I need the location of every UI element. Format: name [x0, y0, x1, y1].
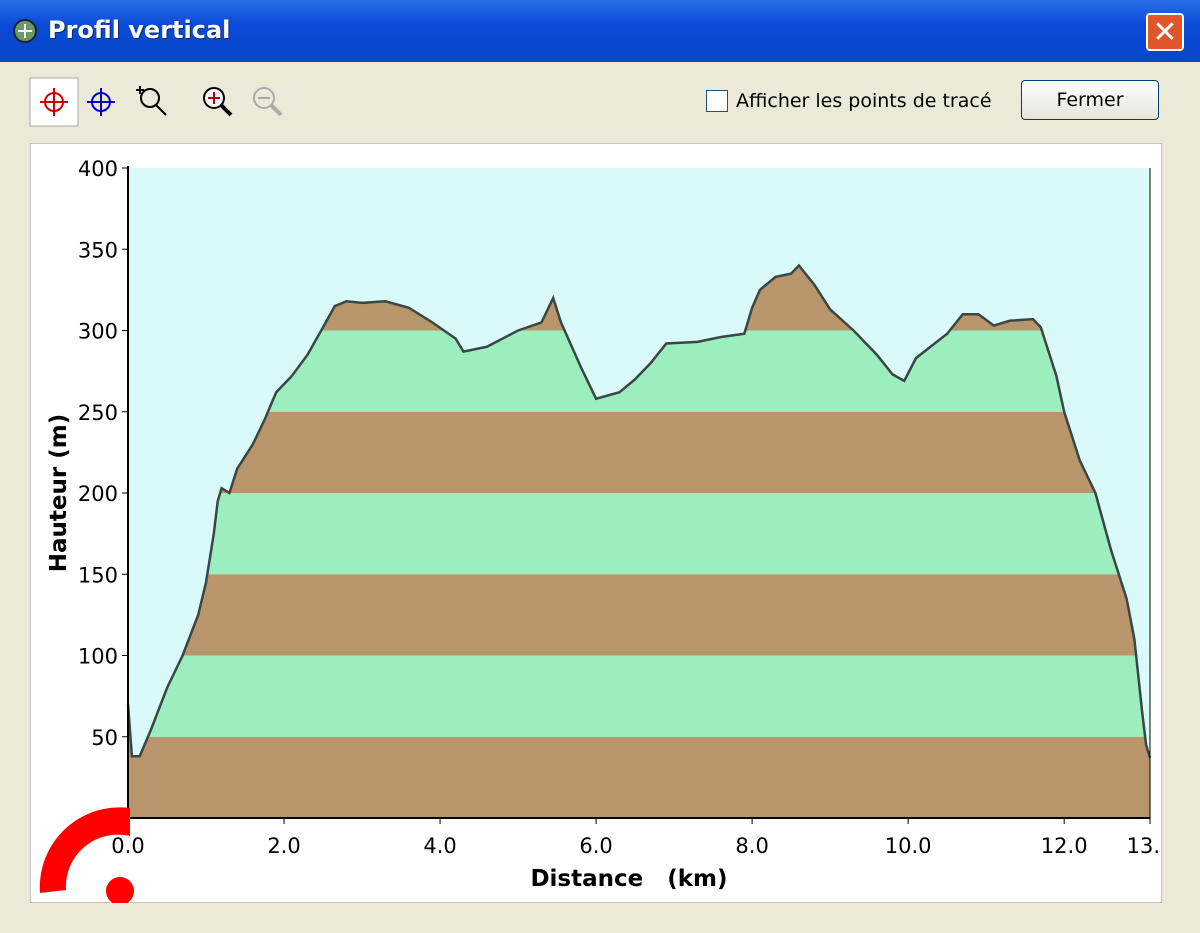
y-tick-label: 350 [78, 238, 118, 262]
tool-zoom-box[interactable] [136, 86, 167, 116]
title-bar: Profil vertical ✕ [0, 0, 1200, 62]
app-icon [13, 19, 37, 43]
y-tick-label: 50 [91, 726, 118, 750]
window-title: Profil vertical [48, 16, 231, 44]
terrain-band [128, 493, 1150, 575]
y-axis-title: Hauteur (m) [46, 414, 72, 572]
x-tick-label: 0.0 [111, 834, 144, 858]
y-tick-label: 250 [78, 401, 118, 425]
x-tick-label: 8.0 [735, 834, 768, 858]
toolbar [29, 77, 283, 127]
tool-red-cross[interactable] [40, 88, 68, 116]
terrain-band [128, 574, 1150, 656]
x-tick-label: 12.0 [1041, 834, 1088, 858]
tool-zoom-in[interactable] [203, 87, 233, 117]
checkbox[interactable] [706, 90, 728, 112]
terrain-band [128, 411, 1150, 493]
x-tick-label: 2.0 [267, 834, 300, 858]
y-tick-label: 150 [78, 563, 118, 587]
tool-zoom-out[interactable] [253, 87, 283, 117]
x-tick-label: 13.1 [1127, 834, 1162, 858]
loading-dot [106, 877, 134, 903]
close-button[interactable]: Fermer [1021, 80, 1159, 120]
close-window[interactable]: ✕ [1146, 13, 1184, 51]
profile-line [126, 263, 1152, 759]
y-tick-label: 300 [78, 320, 118, 344]
loading-arc [39, 807, 130, 893]
plot: 0501001502002503003504000.02.04.06.08.01… [39, 157, 1162, 903]
y-tick-label: 100 [78, 645, 118, 669]
tool-blue-cross[interactable] [87, 88, 115, 116]
y-tick-label: 200 [78, 482, 118, 506]
chart: 0501001502002503003504000.02.04.06.08.01… [30, 143, 1162, 903]
y-tick-label: 400 [78, 157, 118, 181]
x-tick-label: 4.0 [423, 834, 456, 858]
x-axis-title: Distance (km) [530, 866, 727, 892]
x-tick-label: 10.0 [885, 834, 932, 858]
terrain-band [128, 655, 1150, 737]
x-tick-label: 6.0 [579, 834, 612, 858]
checkbox-label[interactable]: Afficher les points de tracé [736, 90, 992, 112]
terrain-band [128, 736, 1150, 818]
